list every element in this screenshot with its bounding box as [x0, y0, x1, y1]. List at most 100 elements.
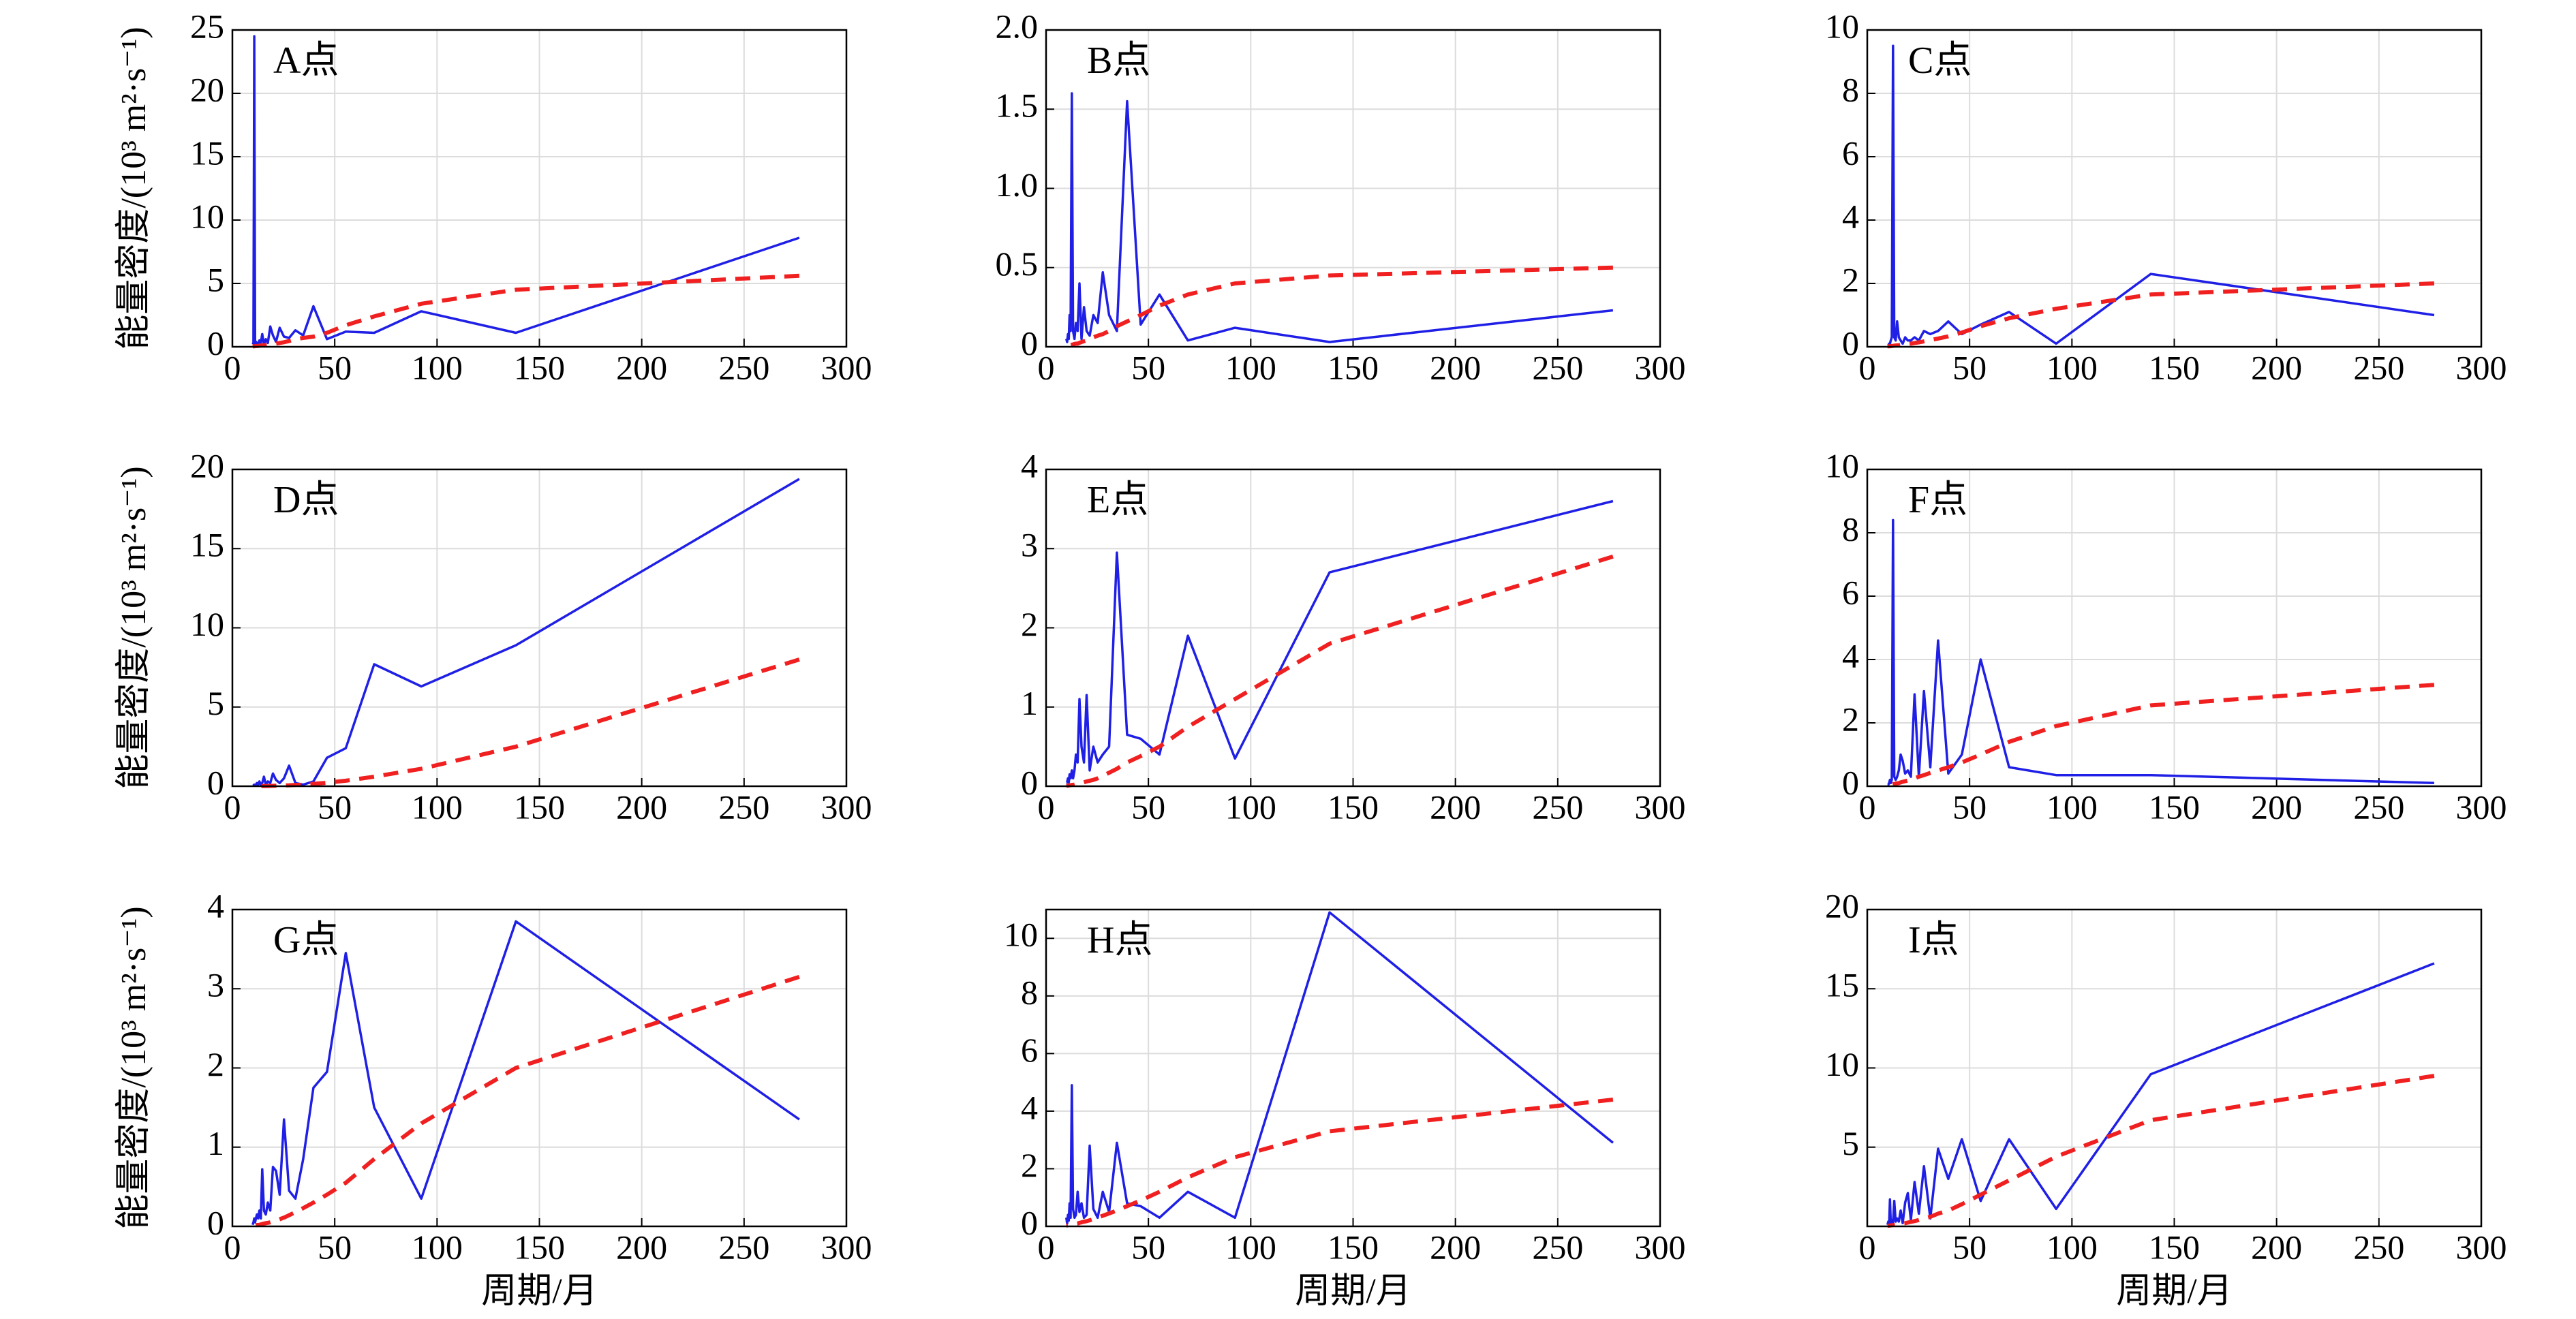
x-tick-label: 200 [616, 788, 667, 826]
y-axis-label: 能量密度/(10³ m²·s⁻¹) [114, 466, 153, 789]
x-tick-label: 250 [2353, 1228, 2404, 1266]
x-tick-label: 50 [318, 348, 352, 386]
x-tick-label: 200 [1430, 788, 1481, 826]
x-tick-label: 250 [718, 348, 769, 386]
x-tick-label: 200 [616, 348, 667, 386]
x-tick-label: 100 [1225, 348, 1276, 386]
y-tick-label: 4 [1842, 636, 1859, 674]
y-tick-label: 20 [1825, 886, 1859, 925]
panel-title: H点 [1087, 919, 1152, 961]
y-tick-label: 1.5 [996, 87, 1039, 125]
y-tick-label: 3 [1021, 526, 1038, 564]
y-tick-label: 0 [1021, 324, 1038, 362]
x-tick-label: 200 [1430, 1228, 1481, 1266]
y-tick-label: 0 [1021, 763, 1038, 801]
x-tick-label: 0 [1038, 1228, 1055, 1266]
y-tick-label: 0 [1842, 324, 1859, 362]
x-tick-label: 150 [2149, 1228, 2200, 1266]
x-tick-label: 50 [318, 1228, 352, 1266]
x-tick-label: 150 [1328, 788, 1379, 826]
series-line [1887, 518, 2434, 786]
y-tick-label: 4 [1842, 197, 1859, 235]
x-tick-label: 50 [1131, 1228, 1165, 1266]
y-tick-label: 0.5 [996, 245, 1039, 283]
x-tick-label: 50 [1131, 348, 1165, 386]
series-line [1066, 499, 1614, 783]
x-tick-label: 50 [1131, 788, 1165, 826]
x-tick-label: 250 [718, 1228, 769, 1266]
series-line [252, 478, 800, 787]
x-tick-label: 300 [821, 788, 872, 826]
y-tick-label: 10 [1825, 7, 1859, 45]
x-tick-label: 50 [1952, 348, 1987, 386]
x-tick-label: 0 [1859, 1228, 1876, 1266]
y-tick-label: 0 [207, 324, 224, 362]
y-tick-label: 6 [1842, 134, 1859, 172]
panel-title: C点 [1908, 40, 1972, 82]
x-tick-label: 250 [2353, 788, 2404, 826]
y-tick-label: 5 [207, 260, 224, 298]
y-tick-label: 15 [1825, 966, 1859, 1004]
y-tick-label: 10 [190, 605, 224, 643]
series-line [1064, 911, 1614, 1225]
axes-frame [1045, 468, 1661, 788]
y-tick-label: 15 [190, 526, 224, 564]
y-tick-label: 8 [1021, 973, 1038, 1011]
y-tick-label: 0 [1842, 763, 1859, 801]
panel-title: D点 [273, 479, 339, 521]
x-tick-label: 150 [514, 1228, 565, 1266]
x-tick-label: 250 [1532, 348, 1583, 386]
y-tick-label: 4 [207, 886, 224, 925]
y-tick-label: 10 [1825, 446, 1859, 484]
x-tick-label: 0 [224, 348, 241, 386]
y-tick-label: 20 [190, 70, 224, 108]
panel-title: B点 [1087, 40, 1150, 82]
x-tick-label: 250 [1532, 1228, 1583, 1266]
y-tick-label: 5 [1842, 1124, 1859, 1162]
y-tick-label: 10 [1004, 916, 1038, 954]
x-tick-label: 100 [2046, 788, 2098, 826]
x-tick-label: 200 [2251, 348, 2302, 386]
panel-title: F点 [1908, 479, 1967, 521]
y-axis-label: 能量密度/(10³ m²·s⁻¹) [114, 27, 153, 350]
x-tick-label: 300 [821, 348, 872, 386]
x-tick-label: 50 [318, 788, 352, 826]
y-tick-label: 2.0 [996, 7, 1039, 45]
x-tick-label: 150 [1328, 348, 1379, 386]
x-tick-label: 100 [2046, 348, 2098, 386]
x-tick-label: 0 [1038, 788, 1055, 826]
x-tick-label: 250 [2353, 348, 2404, 386]
x-axis-label: 周期/月 [1295, 1272, 1411, 1311]
x-tick-label: 0 [1859, 348, 1876, 386]
y-tick-label: 0 [207, 763, 224, 801]
axes-frame [231, 29, 848, 348]
x-tick-label: 150 [514, 788, 565, 826]
series-line [251, 920, 800, 1226]
y-tick-label: 5 [207, 684, 224, 722]
y-axis-label: 能量密度/(10³ m²·s⁻¹) [114, 906, 153, 1229]
x-tick-label: 0 [224, 788, 241, 826]
axes-frame [231, 908, 848, 1228]
y-tick-label: 8 [1842, 510, 1859, 548]
y-tick-label: 15 [190, 134, 224, 172]
y-tick-label: 2 [1842, 260, 1859, 298]
x-axis-label: 周期/月 [481, 1272, 597, 1311]
x-tick-label: 300 [1635, 348, 1686, 386]
x-tick-label: 200 [2251, 1228, 2302, 1266]
y-tick-label: 1 [1021, 684, 1038, 722]
panel-title: I点 [1908, 919, 1959, 961]
x-tick-label: 150 [514, 348, 565, 386]
y-tick-label: 2 [207, 1045, 224, 1083]
x-tick-label: 300 [1635, 788, 1686, 826]
axes-frame [231, 468, 848, 788]
axes-frame [1045, 908, 1661, 1228]
x-tick-label: 100 [412, 788, 463, 826]
y-tick-label: 3 [207, 966, 224, 1004]
panel-title: E点 [1087, 479, 1148, 521]
x-tick-label: 150 [2149, 788, 2200, 826]
y-tick-label: 6 [1842, 573, 1859, 611]
y-tick-label: 10 [1825, 1045, 1859, 1083]
x-tick-label: 0 [1038, 348, 1055, 386]
series-line [1064, 265, 1613, 348]
